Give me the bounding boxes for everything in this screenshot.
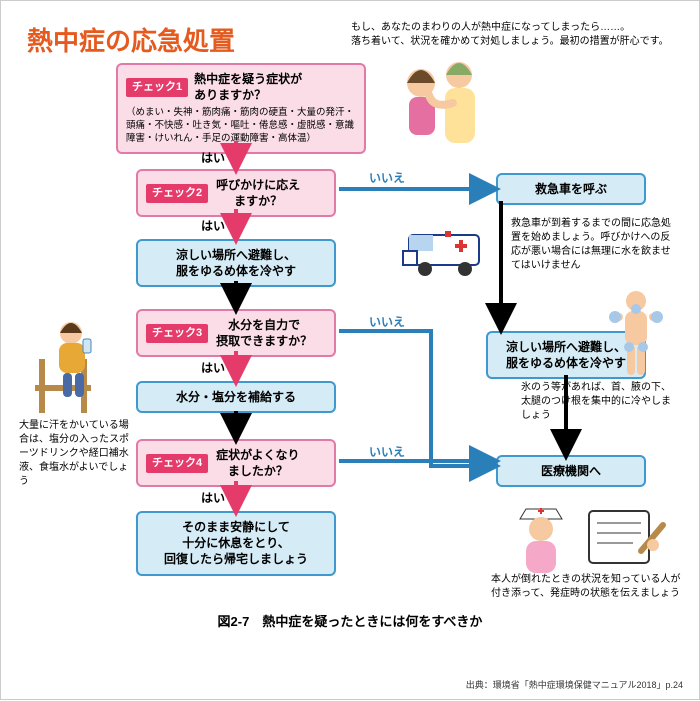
check3-box: チェック3 水分を自力で 摂取できますか？ [136, 309, 336, 357]
drinking-illustration [23, 311, 123, 416]
note-ambulance: 救急車が到着するまでの間に応急処置を始めましょう。呼びかけへの反応が悪い場合には… [511, 217, 671, 273]
ambulance-illustration [401, 221, 491, 281]
check2-text: 呼びかけに応え ますか？ [216, 177, 300, 209]
note-ice: 氷のう等があれば、首、腋の下、太腿のつけ根を集中的に冷やしましょう [521, 381, 676, 423]
subtitle-line2: 落ち着いて、状況を確かめて対処しましょう。最初の措置が肝心です。 [351, 35, 669, 49]
check2-badge: チェック2 [146, 184, 208, 203]
ambulance-box: 救急車を呼ぶ [496, 173, 646, 205]
check4-badge: チェック4 [146, 454, 208, 473]
subtitle: もし、あなたのまわりの人が熱中症になってしまったら……。 落ち着いて、状況を確か… [351, 21, 669, 49]
yes-3: はい [201, 359, 225, 376]
hospital-box: 医療機関へ [496, 455, 646, 487]
caregiver-illustration [381, 53, 491, 163]
note-sweat: 大量に汗をかいている場合は、塩分の入ったスポーツドリンクや経口補水液、食塩水がよ… [19, 419, 129, 489]
source-line: 出典：環境省「熱中症環境保健マニュアル2018」p.24 [466, 678, 683, 691]
rest-box: そのまま安静にして 十分に休息をとり、 回復したら帰宅しましょう [136, 511, 336, 576]
yes-1: はい [201, 149, 225, 166]
subtitle-line1: もし、あなたのまわりの人が熱中症になってしまったら……。 [351, 21, 669, 35]
check3-text: 水分を自力で 摂取できますか？ [216, 317, 312, 349]
check1-badge: チェック1 [126, 78, 188, 97]
evac-box: 涼しい場所へ避難し、 服をゆるめ体を冷やす [136, 239, 336, 287]
check4-text: 症状がよくなり ましたか？ [216, 447, 299, 479]
page-title: 熱中症の応急処置 [27, 21, 235, 58]
notes-illustration [581, 501, 671, 573]
no-4: いいえ [369, 443, 405, 460]
note-accompany: 本人が倒れたときの状況を知っている人が付き添って、発症時の状態を伝えましょう [491, 573, 681, 601]
nurse-illustration [506, 499, 576, 577]
check1-box: チェック1 熱中症を疑う症状が ありますか？ （めまい・失神・筋肉痛・筋肉の硬直… [116, 63, 366, 154]
check4-box: チェック4 症状がよくなり ましたか？ [136, 439, 336, 487]
check2-box: チェック2 呼びかけに応え ますか？ [136, 169, 336, 217]
check1-sub: （めまい・失神・筋肉痛・筋肉の硬直・大量の発汗・頭痛・不快感・吐き気・嘔吐・倦怠… [126, 107, 356, 145]
fig-caption: 図2-7 熱中症を疑ったときには何をすべきか [1, 611, 699, 630]
body-cooling-illustration [601, 287, 671, 387]
yes-2: はい [201, 217, 225, 234]
check1-head: 熱中症を疑う症状が ありますか？ [194, 71, 302, 103]
yes-4: はい [201, 489, 225, 506]
no-2: いいえ [369, 169, 405, 186]
check3-badge: チェック3 [146, 324, 208, 343]
no-3: いいえ [369, 313, 405, 330]
supply-box: 水分・塩分を補給する [136, 381, 336, 413]
